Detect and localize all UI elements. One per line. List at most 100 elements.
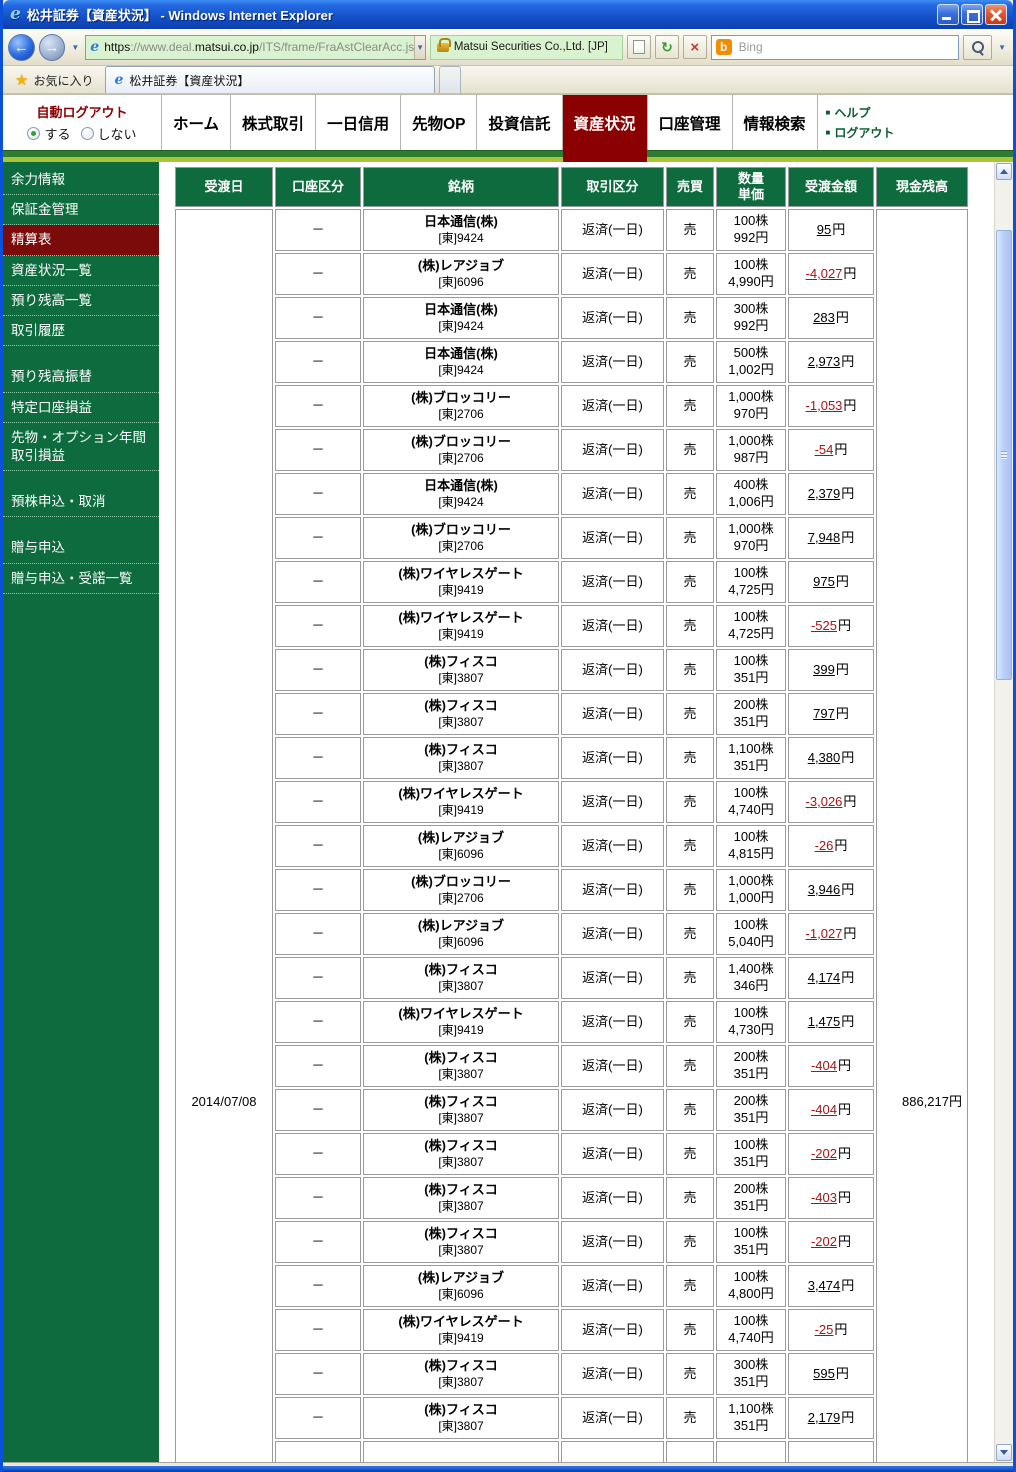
settlement-amount-link[interactable]: 2,379円 [807,485,855,501]
nav-tab-2[interactable]: 株式取引 [230,95,315,150]
side-cell: 売 [666,1221,714,1263]
scroll-down-button[interactable] [996,1444,1012,1461]
sidebar-item-7[interactable]: 預り残高振替 [3,362,159,393]
settlement-amount-link[interactable]: 4,174円 [807,969,855,985]
nav-tab-1[interactable]: ホーム [161,95,230,150]
favorites-button[interactable]: ★ お気に入り [7,67,101,93]
settlement-amount-link[interactable]: -202円 [810,1145,852,1161]
new-tab-button[interactable] [439,66,462,93]
scrollbar-thumb[interactable] [996,230,1012,680]
search-input[interactable] [736,39,955,55]
stop-button[interactable]: × [682,35,707,59]
table-row: － (株)フィスコ [東]3807 返済(一日) 売 1,400株 346円 4,174円 [175,957,968,999]
maximize-button[interactable] [961,4,983,25]
sidebar-item-2[interactable]: 保証金管理 [3,195,159,226]
address-bar[interactable]: e https://www.deal. matsui.co.jp/ITS/fram… [85,34,426,60]
stock-name-cell: (株)ワイヤレスゲート [東]9419 [363,781,559,823]
qty-price-cell: 1,100株 351円 [716,737,786,779]
settlement-amount-link[interactable]: -525円 [810,617,852,633]
logout-label: ログアウト [834,126,895,140]
compatibility-view-button[interactable] [627,35,652,59]
sidebar-item-4[interactable]: 資産状況一覧 [3,256,159,286]
amount-cell: -404円 [788,1045,874,1087]
sidebar-item-6[interactable]: 取引履歴 [3,316,159,347]
settlement-amount-link[interactable]: 399円 [813,661,849,677]
active-tab[interactable]: e 松井証券【資産状況】 [105,66,436,93]
settlement-amount-link[interactable]: 4,380円 [807,749,855,765]
scroll-up-button[interactable] [996,163,1012,180]
settlement-amount-link[interactable]: -26円 [814,837,848,853]
qty-price-cell: 1,400株 346円 [716,957,786,999]
table-row: － (株)ワイヤレスゲート [東]9419 返済(一日) 売 100株 4,725円 -525… [175,605,968,647]
nav-tab-7[interactable]: 口座管理 [646,95,732,150]
sidebar-item-10[interactable]: 預株申込・取消 [3,487,159,518]
history-dropdown-icon[interactable]: ▼ [71,42,80,52]
settlement-amount-link[interactable]: 595円 [813,1365,849,1381]
back-button[interactable]: ← [8,33,35,61]
settlement-amount-link[interactable]: -403円 [810,1189,852,1205]
sidebar-item-3[interactable]: 精算表 [3,225,159,256]
settlement-amount-link[interactable]: -4,027円 [805,265,857,281]
col-header-type: 取引区分 [561,167,664,207]
nav-tab-5[interactable]: 投資信託 [476,95,561,150]
sidebar-item-12[interactable]: 贈与申込・受諾一覧 [3,564,159,594]
radio-auto-logout-off[interactable]: しない [80,124,137,143]
settlement-amount-link[interactable]: 2,179円 [807,1409,855,1425]
settlement-amount-link[interactable]: 283円 [813,309,849,325]
settlement-amount-link[interactable]: 797円 [813,705,849,721]
settlement-amount-link[interactable]: -404円 [810,1101,852,1117]
account-type-cell: － [275,517,361,559]
stock-name-cell: (株)フィスコ [東]3807 [363,1221,559,1263]
settlement-amount-link[interactable]: -1,053円 [805,397,857,413]
settlement-amount-link[interactable]: -404円 [810,1057,852,1073]
settlement-amount-link[interactable]: -202円 [810,1233,852,1249]
settlement-amount-link[interactable]: -54円 [814,441,848,457]
search-box[interactable]: b [710,34,960,60]
amount-cell: -404円 [788,1089,874,1131]
search-button[interactable] [963,34,993,60]
help-link[interactable]: ■ ヘルプ [826,104,895,121]
trade-type-cell: 返済(一日) [561,1309,664,1351]
settlement-amount-link[interactable]: 1,475円 [807,1013,855,1029]
sidebar-item-5[interactable]: 預り残高一覧 [3,286,159,317]
account-type-cell: － [275,385,361,427]
search-options-icon[interactable]: ▼ [998,42,1007,52]
nav-tab-3[interactable]: 一日信用 [315,95,400,150]
settlement-amount-link[interactable]: 95円 [816,221,846,237]
close-button[interactable] [985,4,1007,25]
settlement-amount-link[interactable]: -1,027円 [805,925,857,941]
settlement-amount-link[interactable]: -3,026円 [805,793,857,809]
settlement-amount-link[interactable]: 7,948円 [807,529,855,545]
trade-type-cell: 返済(一日) [561,1045,664,1087]
refresh-icon: ↻ [661,39,673,55]
nav-tab-4[interactable]: 先物OP [400,95,476,150]
amount-cell: -3,026円 [788,781,874,823]
logout-link[interactable]: ■ ログアウト [826,124,895,141]
sidebar-item-11[interactable]: 贈与申込 [3,533,159,564]
minimize-button[interactable] [937,4,959,25]
settlement-amount-link[interactable]: 3,946円 [807,881,855,897]
forward-button[interactable]: → [38,33,66,61]
sidebar-item-1[interactable]: 余力情報 [3,165,159,196]
refresh-button[interactable]: ↻ [655,35,679,59]
address-dropdown-button[interactable]: ▼ [414,35,425,59]
stock-name-cell: (株)フィスコ [東]3807 [363,957,559,999]
nav-tab-6[interactable]: 資産状況 [561,95,647,162]
empty-cell [666,1441,714,1462]
settlement-amount-link[interactable]: 975円 [813,573,849,589]
tab-favicon: e [114,72,124,88]
settlement-amount-link[interactable]: 3,474円 [807,1277,855,1293]
table-row: － (株)フィスコ [東]3807 返済(一日) 売 1,100株 351円 4,380円 [175,737,968,779]
vertical-scrollbar[interactable] [994,162,1013,1462]
trade-type-cell: 返済(一日) [561,869,664,911]
radio-auto-logout-on[interactable]: する [27,124,71,143]
settlement-amount-link[interactable]: 2,973円 [807,353,855,369]
side-cell: 売 [666,869,714,911]
sidebar-item-8[interactable]: 特定口座損益 [3,393,159,423]
sidebar-item-9[interactable]: 先物・オプション年間取引損益 [3,423,159,472]
account-type-cell: － [275,209,361,251]
security-identity-button[interactable]: Matsui Securities Co.,Ltd. [JP] [429,34,624,60]
nav-tab-8[interactable]: 情報検索 [731,95,818,150]
settlement-amount-link[interactable]: -25円 [814,1321,848,1337]
stock-name-cell: (株)レアジョブ [東]6096 [363,913,559,955]
